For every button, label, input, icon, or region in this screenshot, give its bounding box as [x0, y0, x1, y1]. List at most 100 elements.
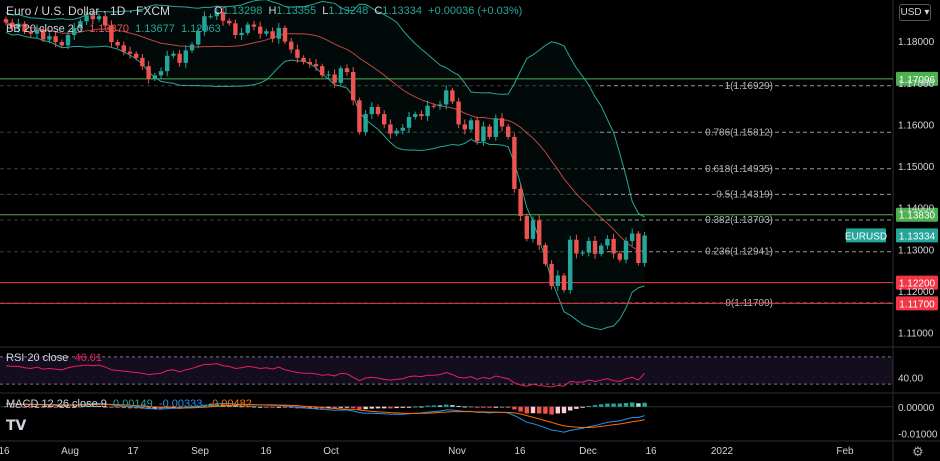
rsi-tick-label: 40.00	[898, 373, 923, 384]
macd-histogram-bar	[444, 404, 449, 407]
price-level-tag	[896, 275, 938, 290]
symbol-title[interactable]: Euro / U.S. Dollar · 1D · FXCM	[6, 4, 171, 18]
macd-histogram-bar	[22, 406, 27, 408]
fib-level-label: 0.618(1.14935)	[705, 164, 773, 175]
price-level-label: 1.13334	[899, 231, 936, 242]
macd-histogram-bar	[375, 406, 381, 409]
macd-histogram-bar	[369, 406, 374, 409]
macd-histogram-bar	[258, 406, 263, 408]
candle-body	[276, 27, 281, 39]
macd-histogram-bar	[623, 402, 629, 407]
price-level-label: 1.12200	[899, 279, 936, 290]
time-tick-label: 16	[645, 446, 657, 457]
fib-level-label: 1(1.16929)	[725, 81, 773, 92]
candle-body	[419, 114, 424, 117]
price-level-tag	[896, 207, 938, 222]
candle-body	[146, 66, 151, 79]
gear-icon[interactable]: ⚙	[912, 444, 924, 459]
macd-histogram-bar	[90, 405, 95, 407]
rsi-legend[interactable]: RSI 20 close 46.01	[6, 352, 102, 364]
candle-body	[16, 23, 21, 28]
candle-body	[115, 42, 120, 46]
macd-histogram-bar	[450, 405, 455, 407]
candle-body	[158, 71, 164, 76]
candle-body	[642, 235, 647, 264]
macd-histogram-bar	[574, 406, 579, 409]
currency-dropdown[interactable]: USD ▾	[899, 4, 931, 21]
candle-body	[543, 245, 548, 264]
macd-tick-label: -0.01000	[898, 430, 938, 441]
price-level-label: 1.17096	[899, 75, 936, 86]
candle-body	[375, 106, 381, 115]
candle-body	[47, 36, 52, 40]
price-level-tag	[896, 71, 938, 86]
macd-histogram-bar	[171, 406, 176, 408]
bb-legend[interactable]: BB 20 close 2 0 1.13870 1.13677 1.12063	[6, 23, 221, 35]
candle-body	[320, 66, 325, 76]
macd-histogram-bar	[245, 406, 250, 408]
macd-histogram-bar	[96, 405, 102, 407]
macd-histogram-bar	[10, 406, 15, 408]
macd-histogram-bar	[413, 406, 418, 408]
candle-body	[332, 74, 337, 83]
tradingview-logo-icon[interactable]: TV	[6, 418, 27, 434]
fib-level-label: 0.382(1.13703)	[705, 215, 773, 226]
symbol-tag	[846, 228, 886, 243]
candle-body	[592, 240, 598, 254]
macd-histogram-bar	[152, 406, 157, 409]
price-level-tag	[896, 296, 938, 311]
candle-body	[493, 118, 498, 137]
macd-line-value: -0.00333	[158, 398, 203, 410]
candle-body	[518, 188, 523, 216]
macd-histogram-bar	[406, 406, 412, 408]
candle-body	[10, 22, 15, 28]
macd-histogram-bar	[65, 406, 71, 408]
macd-histogram-bar	[59, 406, 64, 408]
candle-body	[109, 25, 114, 43]
macd-histogram-bar	[338, 406, 343, 408]
macd-histogram-bar	[264, 406, 269, 408]
candle-body	[183, 50, 188, 63]
candle-body	[239, 32, 244, 35]
macd-legend[interactable]: MACD 12 26 close 9 0.00149 -0.00333 -0.0…	[6, 398, 252, 410]
macd-histogram-bar	[580, 406, 585, 408]
rsi-value: 46.01	[74, 352, 103, 364]
candle-body	[382, 114, 387, 125]
candle-body	[313, 64, 319, 67]
candle-body	[413, 114, 418, 117]
candle-body	[475, 120, 480, 142]
candle-body	[326, 74, 331, 76]
macd-histogram-bar	[276, 406, 281, 408]
candle-body	[406, 116, 412, 128]
candle-body	[196, 30, 201, 45]
candle-body	[437, 104, 443, 107]
candle-body	[103, 16, 108, 26]
time-tick-label: 17	[127, 446, 139, 457]
macd-histogram-bar	[394, 406, 399, 409]
macd-histogram-bar	[351, 406, 356, 409]
candle-body	[202, 16, 207, 31]
candle-body	[363, 114, 368, 132]
change-value: +0.00036 (+0.03%)	[428, 5, 523, 17]
candle-body	[96, 16, 102, 20]
time-tick-label: 16	[260, 446, 272, 457]
macd-label: MACD 12 26 close 9	[6, 398, 107, 410]
candle-body	[487, 126, 492, 137]
candle-body	[127, 51, 133, 54]
macd-histogram-bar	[208, 404, 213, 407]
macd-histogram-bar	[103, 406, 108, 408]
time-tick-label: Feb	[836, 446, 854, 457]
candle-body	[227, 20, 232, 24]
time-tick-label: Nov	[448, 446, 466, 457]
candle-body	[394, 130, 399, 134]
candle-body	[568, 239, 573, 291]
macd-histogram-bar	[3, 406, 9, 408]
candle-body	[630, 233, 635, 241]
candle-body	[481, 126, 486, 142]
candle-body	[605, 238, 610, 246]
candle-body	[431, 105, 436, 107]
macd-histogram-bar	[475, 406, 480, 408]
macd-histogram-bar	[599, 404, 604, 407]
candle-body	[189, 44, 195, 51]
